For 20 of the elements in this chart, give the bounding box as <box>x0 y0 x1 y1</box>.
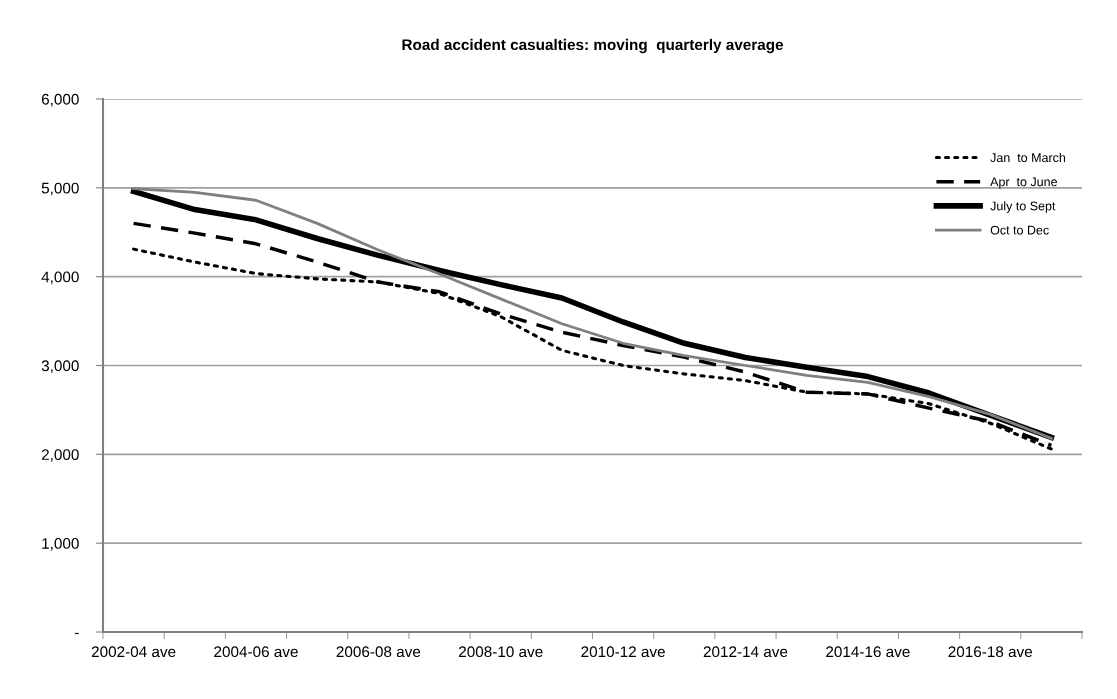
y-tick-label: 4,000 <box>41 271 79 285</box>
legend-label: Oct to Dec <box>990 225 1049 235</box>
legend-label: Apr to June <box>990 177 1057 189</box>
x-tick-label: 2006-08 ave <box>336 646 421 658</box>
x-tick-label: 2002-04 ave <box>91 646 176 658</box>
x-tick-label: 2010-12 ave <box>581 646 665 658</box>
x-tick-label: 2014-16 ave <box>826 646 910 658</box>
x-tick-label: 2004-06 ave <box>214 646 298 658</box>
chart-title: Road accident casualties: moving quarterly average <box>402 38 784 54</box>
y-tick-label: 6,000 <box>41 93 79 107</box>
y-tick-label: 1,000 <box>42 538 79 551</box>
y-tick-label: 5,000 <box>41 182 79 196</box>
x-tick-label: 2016-18 ave <box>948 646 1033 658</box>
x-tick-label: 2012-14 ave <box>703 646 788 658</box>
legend-label: Jan to March <box>990 152 1066 163</box>
legend-label: July to Sept <box>990 201 1056 213</box>
y-tick-label: 3,000 <box>41 360 79 373</box>
x-tick-label: 2008-10 ave <box>459 646 543 658</box>
y-tick-label: 2,000 <box>41 449 79 462</box>
y-tick-label: - <box>74 632 79 635</box>
